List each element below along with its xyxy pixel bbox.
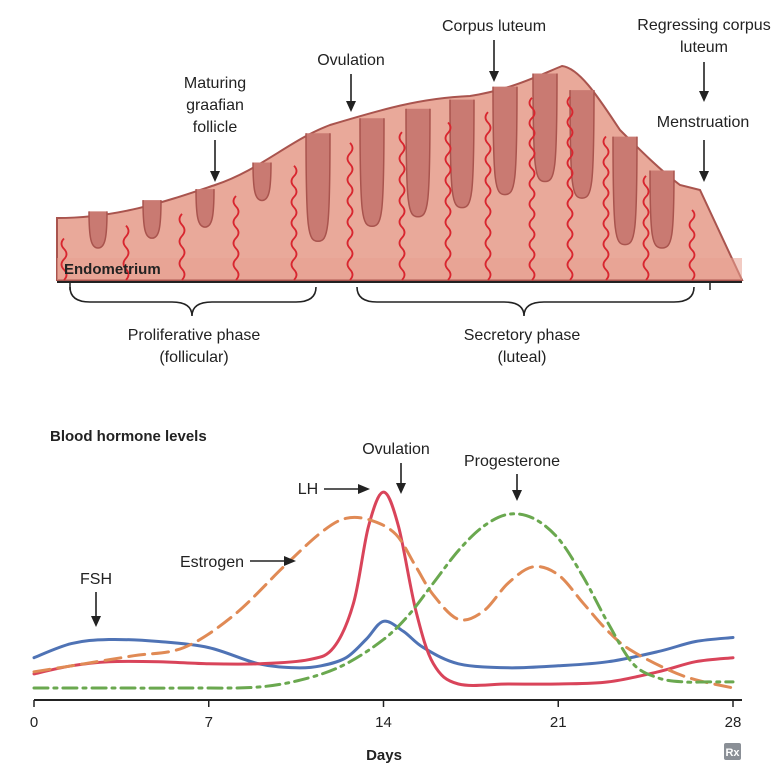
lh-annotation-arrowhead	[358, 484, 370, 494]
progesterone-annotation: Progesterone	[464, 453, 560, 470]
follicle-label-2: graafian	[186, 97, 244, 114]
corpus-luteum-label: Corpus luteum	[442, 18, 546, 35]
x-tick-label: 14	[375, 714, 392, 731]
gland	[492, 86, 518, 196]
follicle-label-3: follicle	[193, 119, 238, 136]
corpus-luteum-arrowhead	[489, 71, 499, 82]
regressing-label-1: Regressing corpus	[637, 17, 770, 34]
secretory-brace	[356, 286, 695, 317]
gland	[405, 108, 431, 218]
gland	[88, 211, 108, 249]
spiral-artery	[602, 135, 610, 281]
menstruation-arrowhead	[699, 171, 709, 182]
secretory-label-2: (luteal)	[498, 349, 547, 366]
proliferative-label-1: Proliferative phase	[128, 327, 261, 344]
series-estrogen-line	[32, 515, 735, 690]
gland	[449, 99, 475, 209]
ovulation-arrowhead-top	[346, 101, 356, 112]
regressing-label-2: luteum	[680, 39, 728, 56]
series-lh-line	[32, 490, 735, 687]
follicle-label-1: Maturing	[184, 75, 246, 92]
chart-title: Blood hormone levels	[50, 428, 207, 445]
proliferative-brace	[69, 286, 317, 317]
proliferative-label-2: (follicular)	[159, 349, 228, 366]
gland	[142, 200, 162, 239]
lh-annotation: LH	[298, 481, 318, 498]
spiral-artery	[642, 175, 650, 281]
gland	[612, 136, 638, 246]
estrogen-annotation: Estrogen	[180, 554, 244, 571]
ovulation-label-top: Ovulation	[317, 52, 385, 69]
gland	[569, 90, 595, 199]
hormone-chart: Blood hormone levels 0 7 14 21 28 Days Ovula…	[30, 428, 742, 764]
x-tick-label: 21	[550, 714, 567, 731]
x-axis-label: Days	[366, 747, 402, 764]
basal-layer	[57, 258, 742, 280]
spiral-artery	[566, 96, 574, 281]
follicle-arrowhead	[210, 171, 220, 182]
gland	[359, 118, 385, 228]
spiral-artery	[232, 195, 240, 281]
x-tick-label: 0	[30, 714, 38, 731]
fsh-annotation-arrowhead	[91, 616, 101, 627]
estrogen-annotation-arrowhead	[284, 556, 296, 566]
spiral-artery	[290, 165, 298, 281]
endometrial-glands	[88, 73, 675, 249]
gland	[532, 73, 558, 183]
rx-logo: Rx	[724, 743, 741, 760]
fsh-annotation: FSH	[80, 571, 112, 588]
spiral-artery	[484, 111, 492, 281]
gland	[252, 162, 272, 202]
spiral-artery	[346, 142, 354, 281]
series-progesterone-line	[32, 512, 735, 690]
rx-logo-text: Rx	[725, 747, 740, 759]
x-tick-label: 28	[725, 714, 742, 731]
regressing-arrowhead	[699, 91, 709, 102]
menstruation-label: Menstruation	[657, 114, 750, 131]
secretory-label-1: Secretory phase	[464, 327, 581, 344]
spiral-artery	[398, 131, 406, 281]
gland	[195, 189, 215, 228]
ovulation-annotation: Ovulation	[362, 441, 430, 458]
gland	[649, 170, 675, 249]
spiral-artery	[688, 209, 696, 281]
endometrium-label: Endometrium	[64, 261, 161, 278]
endometrium-tissue	[56, 64, 744, 281]
spiral-artery	[178, 213, 186, 281]
spiral-arteries	[60, 96, 696, 281]
ovulation-annotation-arrowhead	[396, 483, 406, 494]
series-layer	[32, 490, 735, 690]
spiral-artery	[444, 121, 452, 281]
spiral-artery	[60, 237, 68, 281]
x-axis-ticks: 0 7 14 21 28	[30, 700, 742, 731]
endometrium-illustration: Endometrium Maturing graafian follicle O…	[56, 17, 771, 366]
progesterone-annotation-arrowhead	[512, 490, 522, 501]
spiral-artery	[122, 224, 130, 281]
gland	[305, 133, 331, 243]
x-tick-label: 7	[205, 714, 213, 731]
rx-logo-badge	[724, 743, 741, 760]
series-fsh-line	[32, 619, 735, 670]
spiral-artery	[528, 97, 536, 281]
